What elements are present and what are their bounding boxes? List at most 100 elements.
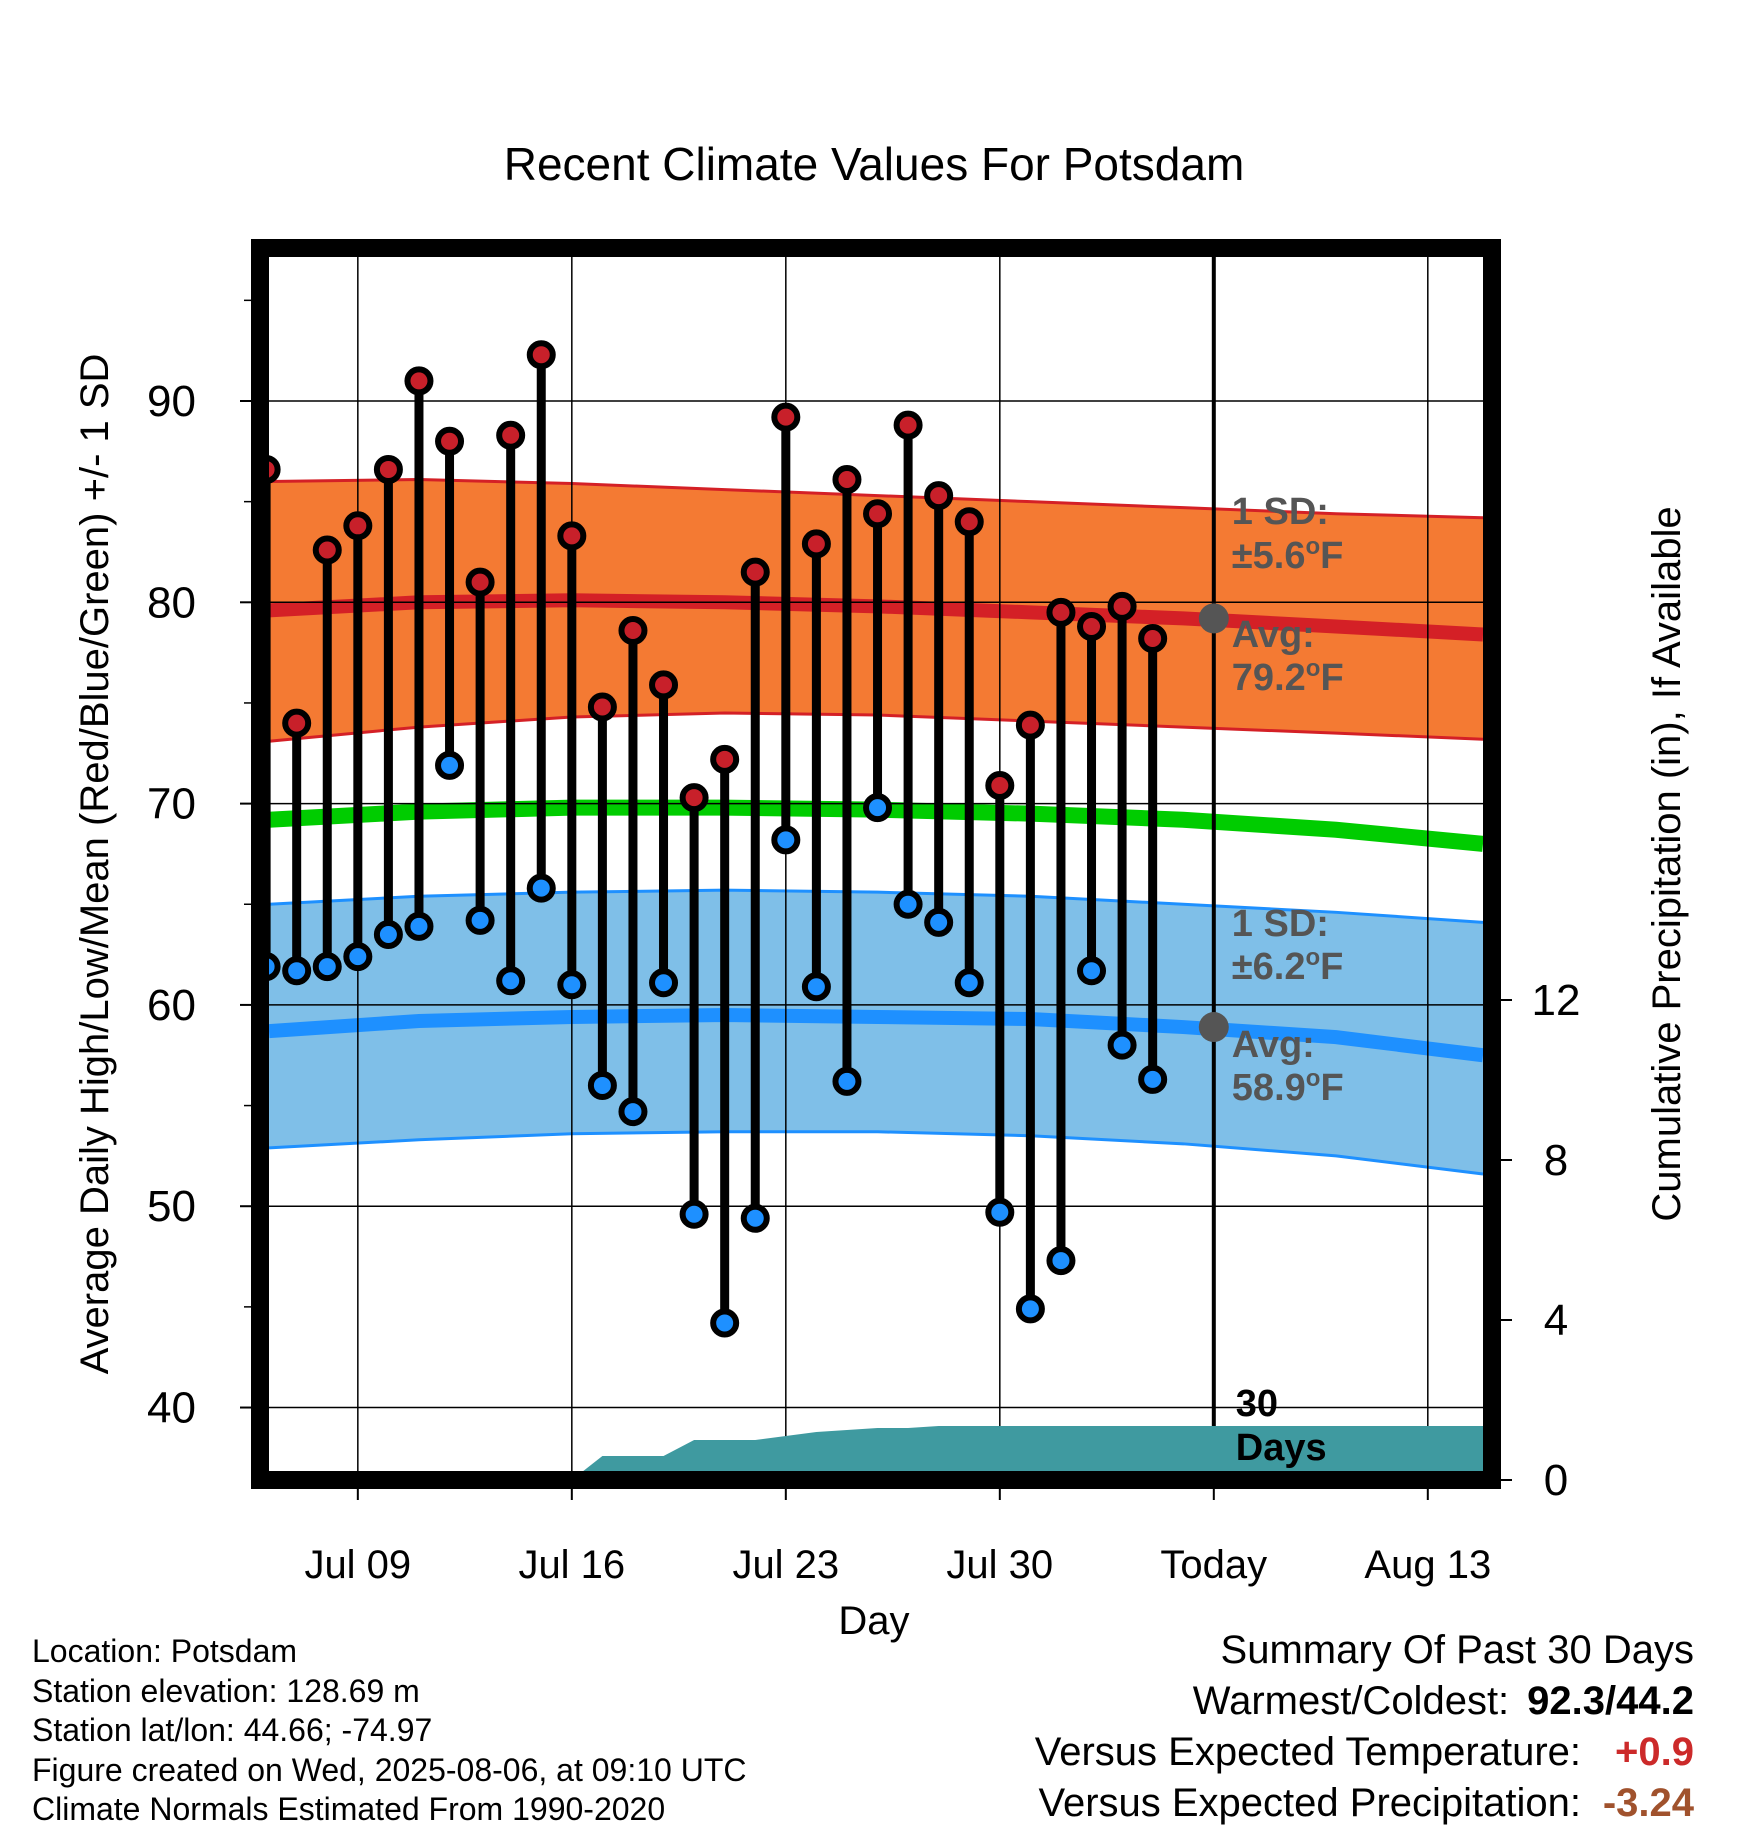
daily-low-point: [740, 1203, 770, 1233]
daily-low-point: [282, 956, 312, 986]
x-tick-label: Today: [1160, 1543, 1267, 1587]
summary-warm-cold: Warmest/Coldest: 92.3/44.2: [1035, 1676, 1694, 1727]
observations: [251, 340, 1168, 1338]
daily-high-point: [1046, 597, 1076, 627]
daily-high-point: [1107, 591, 1137, 621]
daily-low-point: [710, 1308, 740, 1338]
daily-high-point: [801, 529, 831, 559]
daily-low-point: [343, 942, 373, 972]
daily-high-point: [465, 567, 495, 597]
daily-low-point: [1107, 1030, 1137, 1060]
daily-high-point: [496, 420, 526, 450]
chart-title: Recent Climate Values For Potsdam: [504, 138, 1245, 190]
temp-deviation-value: +0.9: [1615, 1730, 1694, 1774]
y-tick-label: 80: [147, 578, 196, 627]
daily-low-point: [924, 907, 954, 937]
precip-tick-label: 4: [1544, 1296, 1568, 1345]
daily-low-point: [679, 1199, 709, 1229]
daily-low-point: [404, 911, 434, 941]
daily-high-point: [924, 481, 954, 511]
daily-high-point: [526, 340, 556, 370]
daily-high-point: [863, 499, 893, 529]
low-avg-value: 58.9oF: [1232, 1065, 1344, 1109]
daily-high-point: [312, 535, 342, 565]
daily-high-point: [373, 454, 403, 484]
warm-cold-label: Warmest/Coldest:: [1192, 1679, 1510, 1723]
daily-low-point: [1015, 1294, 1045, 1324]
high-avg-value: 79.2oF: [1232, 655, 1344, 699]
daily-low-point: [373, 919, 403, 949]
daily-low-point: [954, 968, 984, 998]
x-tick-label: Jul 09: [304, 1543, 411, 1587]
daily-low-point: [1077, 956, 1107, 986]
low-sd-value: ±6.2oF: [1232, 944, 1344, 988]
precip-tick-label: 12: [1532, 976, 1581, 1025]
daily-high-point: [985, 770, 1015, 800]
daily-low-point: [649, 968, 679, 998]
x-axis-label: Day: [838, 1599, 909, 1643]
daily-low-point: [985, 1197, 1015, 1227]
elevation-text: Station elevation: 128.69 m: [32, 1672, 420, 1709]
created-text: Figure created on Wed, 2025-08-06, at 09…: [32, 1751, 747, 1788]
daily-low-point: [465, 905, 495, 935]
normals-text: Climate Normals Estimated From 1990-2020: [32, 1791, 666, 1827]
today-high-normal-marker: [1198, 603, 1229, 634]
daily-low-point: [893, 889, 923, 919]
latlon-text: Station lat/lon: 44.66; -74.97: [32, 1712, 433, 1748]
daily-low-point: [312, 952, 342, 982]
x-tick-label: Jul 16: [518, 1543, 625, 1587]
station-info: Location: Potsdam Station elevation: 128…: [32, 1632, 746, 1830]
precipitation-area: [269, 1426, 1483, 1480]
x-tick-label: Aug 13: [1364, 1543, 1491, 1587]
daily-low-point: [496, 966, 526, 996]
daily-high-point: [771, 402, 801, 432]
summary-precip: Versus Expected Precipitation: -3.24: [1035, 1778, 1694, 1829]
daily-high-point: [587, 692, 617, 722]
summary-temp: Versus Expected Temperature: +0.9: [1035, 1727, 1694, 1778]
daily-low-point: [1138, 1064, 1168, 1094]
summary-title: Summary Of Past 30 Days: [1220, 1628, 1694, 1672]
daily-low-point: [526, 873, 556, 903]
daily-low-point: [435, 750, 465, 780]
low-sd-label: 1 SD:: [1232, 903, 1329, 945]
daily-high-point: [282, 708, 312, 738]
location-text: Location: Potsdam: [32, 1633, 298, 1669]
daily-high-point: [954, 507, 984, 537]
daily-high-point: [893, 410, 923, 440]
low-sd-band-upper-edge: [268, 888, 1484, 924]
daily-high-point: [618, 615, 648, 645]
daily-high-point: [1077, 611, 1107, 641]
cumulative-precip-area: [269, 1426, 1483, 1480]
daily-high-point: [343, 511, 373, 541]
y-tick-label: 70: [147, 780, 196, 829]
daily-high-point: [710, 744, 740, 774]
x-tick-label: Jul 30: [946, 1543, 1053, 1587]
daily-high-point: [435, 426, 465, 456]
daily-high-point: [679, 783, 709, 813]
y-tick-label: 90: [147, 377, 196, 426]
high-avg-label: Avg:: [1232, 614, 1315, 656]
daily-low-point: [863, 793, 893, 823]
low-sd-band-lower-edge: [268, 1130, 1484, 1176]
daily-high-point: [740, 557, 770, 587]
y-tick-label: 40: [147, 1384, 196, 1433]
daily-high-point: [649, 670, 679, 700]
daily-high-point: [1138, 624, 1168, 654]
precip-deviation-value: -3.24: [1602, 1781, 1694, 1825]
daily-high-point: [1015, 710, 1045, 740]
temp-deviation-label: Versus Expected Temperature:: [1034, 1730, 1581, 1774]
daily-low-point: [1046, 1246, 1076, 1276]
y-tick-label: 60: [147, 981, 196, 1030]
y-axis-label-right: Cumulative Precipitation (in), If Availa…: [1645, 506, 1689, 1221]
high-sd-band-upper-edge: [268, 478, 1484, 520]
daily-high-point: [557, 521, 587, 551]
y-tick-label: 50: [147, 1182, 196, 1231]
daily-low-point: [557, 970, 587, 1000]
high-sd-value: ±5.6oF: [1232, 533, 1344, 577]
normal-low-line: [268, 1007, 1484, 1063]
precip-tick-label: 0: [1544, 1456, 1568, 1505]
daily-low-point: [771, 825, 801, 855]
